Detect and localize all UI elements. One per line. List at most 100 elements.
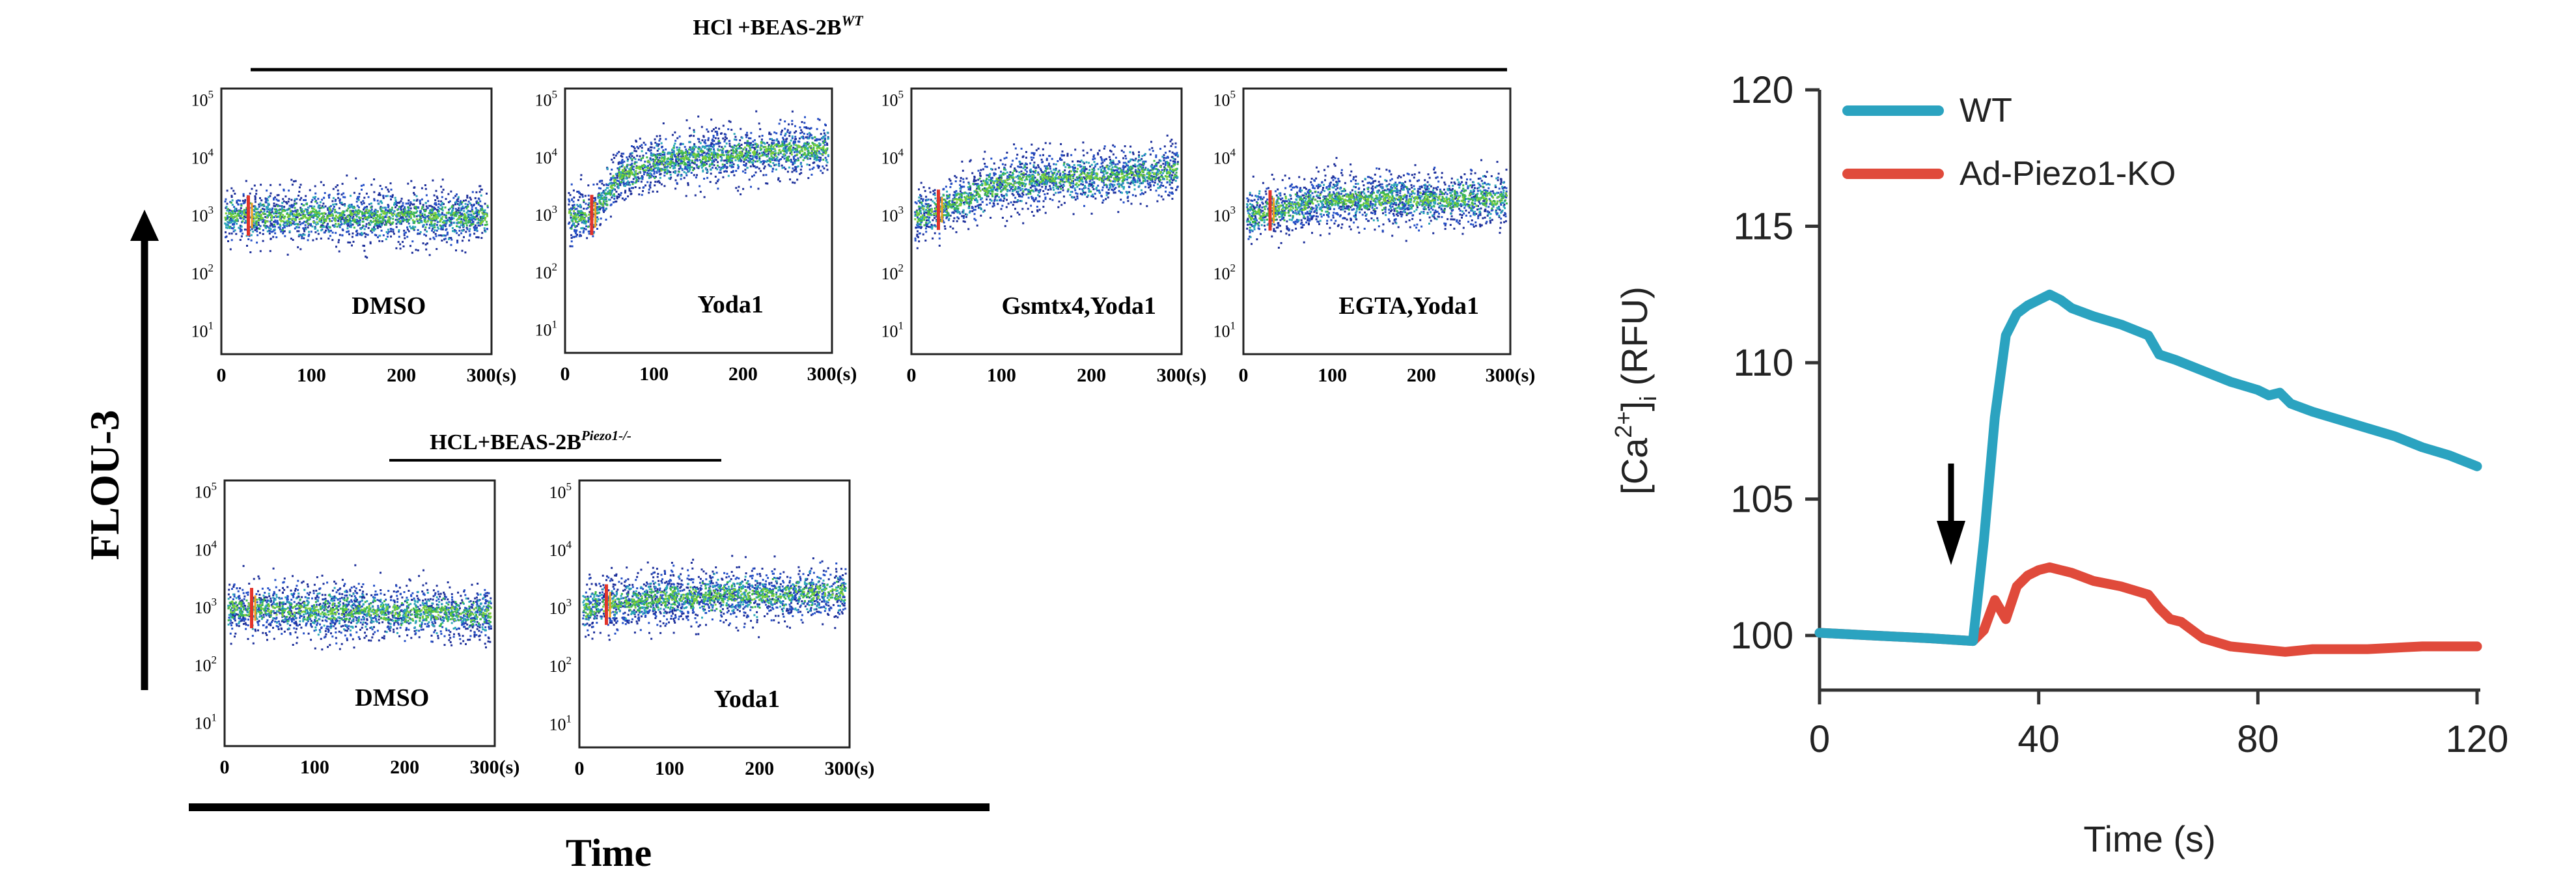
flow-density-cloud [224, 174, 489, 259]
flow-density-layer [582, 561, 847, 635]
flow-y-tick-label: 105 [549, 480, 572, 502]
flow-density-cloud [227, 564, 492, 651]
flow-density-layer [1247, 184, 1508, 229]
flow-cytometry-figure: HCl +BEAS-2BWT HCL+BEAS-2BPiezo1-/- FLOU… [81, 12, 1535, 874]
flow-panel-label: EGTA,Yoda1 [1338, 292, 1479, 320]
flow-y-tick-label: 105 [881, 89, 904, 110]
flow-panel-label: Gsmtx4,Yoda1 [1002, 292, 1157, 320]
flow-panel: 101 102 103 104 105 0 100 200 300(s) Yoda1 [549, 479, 875, 779]
flow-y-tick-label: 103 [881, 204, 904, 225]
flow-x-tick-label: 0 [1239, 365, 1249, 386]
flow-x-tick-label: 0 [220, 756, 230, 778]
flow-y-tick-label: 105 [195, 480, 217, 502]
flow-y-tick-label: 105 [191, 89, 214, 110]
ca-y-tick-label: 120 [1730, 69, 1794, 111]
flow-y-tick-label: 102 [535, 260, 558, 282]
flow-density-layer [1246, 167, 1508, 240]
flow-y-tick-label: 102 [191, 262, 214, 283]
flow-y-tick-label: 102 [1213, 262, 1236, 283]
flow-density-layer [224, 208, 488, 226]
flow-panel-label: Yoda1 [698, 291, 764, 318]
flow-x-tick-label: 200 [387, 365, 416, 386]
flow-y-tick-label: 104 [549, 538, 572, 560]
flow-y-tick-label: 101 [535, 318, 558, 340]
flow-x-tick-label: 300(s) [1486, 365, 1536, 386]
flow-panel-label: DMSO [355, 684, 429, 712]
flow-x-tick-label: 200 [745, 758, 774, 779]
flow-density-layer [227, 587, 492, 636]
flow-density-layer [227, 594, 492, 628]
ca-y-tick-label: 110 [1734, 342, 1794, 384]
flow-x-tick-label: 200 [728, 363, 758, 385]
flow-y-tick-label: 103 [535, 203, 558, 225]
flow-y-tick-label: 104 [535, 146, 558, 167]
ca-ticks: 100 105 110 115 120 0 40 80 120 [1730, 69, 2508, 760]
flow-panel: 101 102 103 104 105 0 100 200 300(s) Yoda1 [535, 87, 857, 385]
flow-density-cloud [582, 555, 847, 641]
flow-x-tick-label: 0 [575, 758, 585, 779]
flow-y-tick-label: 101 [191, 320, 214, 341]
flow-x-tick-label: 300(s) [825, 758, 875, 779]
flow-density-cloud [568, 110, 829, 247]
flow-density-layer [225, 201, 489, 231]
flow-panel: 101 102 103 104 105 0 100 200 300(s) Gsmtx4,Yoda1 [881, 87, 1207, 386]
flow-panel: 101 102 103 104 105 0 100 200 300(s) DMSO [195, 479, 520, 778]
flow-x-tick-label: 0 [217, 365, 227, 386]
flow-density-layer [914, 151, 1179, 230]
legend-label-wt: WT [1960, 92, 2012, 130]
flow-y-tick-label: 103 [549, 596, 572, 618]
ca-series-line [1814, 289, 2482, 646]
flow-x-tick-label: 300(s) [1157, 365, 1207, 386]
ca-legend: WT Ad-Piezo1-KO [1842, 92, 2176, 193]
flow-x-tick-label: 100 [300, 756, 329, 778]
bottom-group-title: HCL+BEAS-2BPiezo1-/- [430, 428, 631, 454]
ca-y-axis-label: [Ca2+]i (RFU) [1610, 286, 1661, 495]
flow-y-tick-label: 103 [191, 204, 214, 225]
flow-x-tick-label: 100 [655, 758, 684, 779]
ca-y-tick-label: 105 [1730, 479, 1794, 521]
flow-y-tick-label: 101 [549, 712, 572, 734]
ca-x-tick-label: 120 [2446, 718, 2509, 760]
flow-y-tick-label: 103 [1213, 204, 1236, 225]
y-axis-label: FLOU-3 [81, 409, 128, 560]
flow-y-tick-label: 101 [1213, 320, 1236, 341]
flow-x-tick-label: 200 [1407, 365, 1436, 386]
ca-y-tick-label: 100 [1730, 615, 1794, 657]
flow-density-layer [914, 165, 1177, 223]
stimulus-arrow-icon [1937, 464, 1965, 565]
ca-x-tick-label: 40 [2017, 718, 2060, 760]
flow-x-tick-label: 300(s) [470, 756, 520, 778]
flow-density-layer [1248, 190, 1508, 220]
flow-density-layer [225, 174, 488, 259]
flow-x-tick-label: 300(s) [467, 365, 517, 386]
flow-density-layer [570, 136, 829, 230]
flow-density-cloud [914, 134, 1179, 249]
ca-x-axis-label: Time (s) [2083, 818, 2215, 859]
flow-x-tick-label: 200 [1077, 365, 1106, 386]
flow-panel: 101 102 103 104 105 0 100 200 300(s) EGTA,Yoda1 [1213, 87, 1536, 386]
flow-y-tick-label: 104 [191, 146, 214, 167]
flow-x-tick-label: 100 [987, 365, 1016, 386]
flow-y-tick-label: 101 [195, 712, 217, 733]
flow-y-tick-label: 104 [881, 146, 904, 167]
flow-x-tick-label: 300(s) [807, 363, 857, 385]
flow-x-tick-label: 100 [639, 363, 669, 385]
y-axis-arrow-head [130, 210, 159, 241]
flow-y-tick-label: 102 [195, 654, 217, 675]
flow-x-tick-label: 100 [297, 365, 326, 386]
flow-x-tick-label: 0 [907, 365, 917, 386]
flow-y-tick-label: 105 [535, 89, 558, 110]
flow-y-tick-label: 104 [195, 538, 217, 559]
flow-x-tick-label: 100 [1318, 365, 1347, 386]
flow-density-cloud [1246, 157, 1508, 249]
legend-label-ko: Ad-Piezo1-KO [1960, 155, 2176, 193]
flow-y-tick-label: 101 [881, 320, 904, 341]
x-axis-label: Time [566, 831, 652, 874]
flow-density-layer [583, 584, 844, 618]
flow-density-layer [568, 116, 829, 247]
ca-x-tick-label: 0 [1809, 718, 1830, 760]
flow-x-tick-label: 0 [561, 363, 570, 385]
flow-y-tick-label: 104 [1213, 146, 1236, 167]
flow-y-tick-label: 103 [195, 596, 217, 617]
